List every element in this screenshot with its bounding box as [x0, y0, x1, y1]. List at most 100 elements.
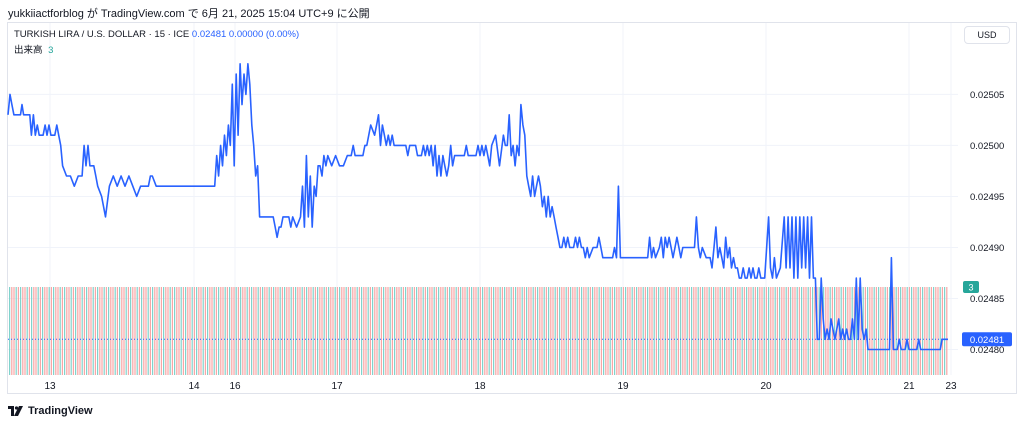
legend-change: 0.00000 (0.00%) [228, 29, 300, 40]
volume-bar [565, 287, 567, 375]
volume-bar [389, 287, 391, 375]
volume-bar [574, 287, 576, 375]
volume-bar [809, 287, 811, 375]
axis-badges: 3 0.02481 [962, 281, 1012, 347]
volume-bar [869, 287, 871, 375]
volume-bar [59, 287, 61, 375]
volume-bar [383, 287, 385, 375]
volume-bar [490, 287, 492, 375]
volume-bar [517, 287, 519, 375]
symbol-name: TURKISH LIRA / U.S. DOLLAR · 15 · ICE [14, 29, 190, 40]
volume-bar [944, 287, 946, 375]
volume-bar [413, 287, 415, 375]
volume-bar [563, 287, 565, 375]
volume-bar [108, 287, 110, 375]
volume-bar [779, 287, 781, 375]
volume-bar [600, 287, 602, 375]
volume-bar [339, 287, 341, 375]
volume-bar [732, 287, 734, 375]
volume-bar [290, 287, 292, 375]
time-tick-label: 13 [44, 381, 56, 392]
volume-bar [523, 287, 525, 375]
volume-bar [493, 287, 495, 375]
volume-bar [499, 287, 501, 375]
volume-bar [204, 287, 206, 375]
volume-bar [840, 287, 842, 375]
price-tick-label: 0.02495 [970, 192, 1004, 203]
volume-bar [735, 287, 737, 375]
volume-bar [171, 287, 173, 375]
volume-bar [717, 287, 719, 375]
volume-bar [248, 287, 250, 375]
volume-bar [831, 287, 833, 375]
volume-bar [26, 287, 28, 375]
volume-bar [160, 287, 162, 375]
volume-bar [605, 287, 607, 375]
volume-bar [330, 287, 332, 375]
volume-bar [101, 287, 103, 375]
volume-bar [77, 287, 79, 375]
volume-bar [345, 287, 347, 375]
volume-bar [847, 287, 849, 375]
volume-bar [358, 287, 360, 375]
volume-bar [57, 287, 59, 375]
time-tick-label: 19 [617, 381, 629, 392]
price-tick-label: 0.02480 [970, 345, 1004, 356]
volume-bar [299, 287, 301, 375]
volume-bar [196, 287, 198, 375]
volume-bar [130, 287, 132, 375]
volume-bar [919, 287, 921, 375]
volume-bar [508, 287, 510, 375]
volume-bar [908, 287, 910, 375]
volume-bar [924, 287, 926, 375]
volume-bar [776, 287, 778, 375]
volume-bar [552, 287, 554, 375]
volume-bar [570, 287, 572, 375]
volume-bar [303, 287, 305, 375]
volume-bar [9, 287, 11, 375]
volume-bar [607, 287, 609, 375]
volume-bar [673, 287, 675, 375]
volume-bar [152, 287, 154, 375]
volume-bar [246, 287, 248, 375]
volume-bar [198, 287, 200, 375]
volume-bar [807, 287, 809, 375]
volume-bar [556, 287, 558, 375]
volume-bar [541, 287, 543, 375]
volume-bar [112, 287, 114, 375]
volume-bar [587, 287, 589, 375]
volume-bar [548, 287, 550, 375]
volume-bar [363, 287, 365, 375]
volume-bar [805, 287, 807, 375]
volume-bar [394, 287, 396, 375]
volume-bar [752, 287, 754, 375]
volume-bar [114, 287, 116, 375]
volume-bar [367, 287, 369, 375]
volume-bar [319, 287, 321, 375]
volume-bar [675, 287, 677, 375]
volume-bar [451, 287, 453, 375]
time-tick-label: 18 [474, 381, 486, 392]
volume-bar [266, 287, 268, 375]
volume-bar [724, 287, 726, 375]
volume-bar [781, 287, 783, 375]
volume-bar [611, 287, 613, 375]
volume-bar [622, 287, 624, 375]
tradingview-logo[interactable]: TradingView [8, 404, 93, 418]
volume-bar [297, 287, 299, 375]
volume-bar [530, 287, 532, 375]
volume-bar [614, 287, 616, 375]
volume-bar [501, 287, 503, 375]
currency-button[interactable]: USD [964, 26, 1010, 44]
volume-bar [488, 287, 490, 375]
volume-bar [495, 287, 497, 375]
time-tick-label: 23 [945, 381, 957, 392]
volume-bar [785, 287, 787, 375]
volume-bar [352, 287, 354, 375]
volume-bar [706, 287, 708, 375]
volume-bar [750, 287, 752, 375]
volume-bar [178, 287, 180, 375]
volume-bar [251, 287, 253, 375]
volume-bar [798, 287, 800, 375]
